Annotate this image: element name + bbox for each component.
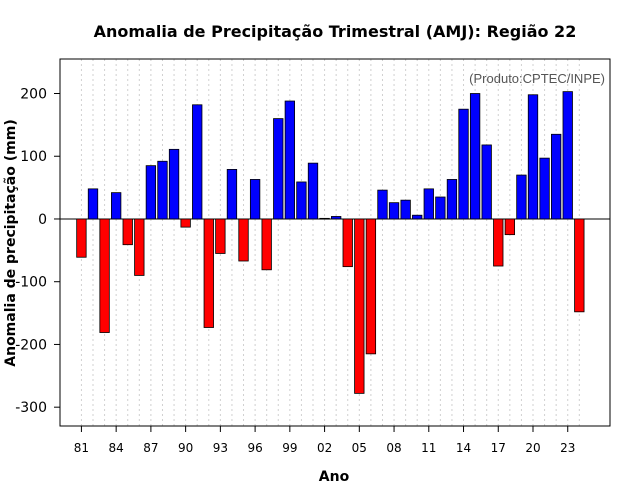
bar-2012 bbox=[435, 196, 446, 220]
bar-1982 bbox=[87, 188, 99, 220]
bar-2000 bbox=[296, 181, 307, 220]
bar-1995 bbox=[238, 218, 249, 262]
x-tick-label: 93 bbox=[213, 441, 228, 455]
x-axis: 81 84 87 90 93 96 99 02 05 08 11 14 17 20 23 bbox=[74, 426, 575, 455]
x-tick-label: 96 bbox=[247, 441, 262, 455]
bar-1996 bbox=[249, 179, 261, 220]
bar-2008 bbox=[388, 202, 400, 220]
bar-2011 bbox=[423, 188, 434, 220]
bar-1985 bbox=[122, 218, 133, 246]
bar-2021 bbox=[539, 157, 550, 220]
bar-1990 bbox=[180, 218, 191, 228]
x-tick-label: 87 bbox=[143, 441, 158, 455]
bar-1993 bbox=[215, 218, 226, 254]
bar-2007 bbox=[377, 189, 388, 220]
bar-1997 bbox=[261, 218, 272, 271]
bar-2004 bbox=[342, 218, 353, 268]
x-tick-label: 11 bbox=[421, 441, 436, 455]
y-axis-label: Anomalia de precipitação (mm) bbox=[3, 119, 19, 366]
bar-2005 bbox=[354, 218, 365, 394]
bar-1983 bbox=[99, 218, 110, 333]
chart-title: Anomalia de Precipitação Trimestral (AMJ… bbox=[94, 22, 577, 41]
y-tick-label: -100 bbox=[15, 275, 47, 291]
product-credit: (Produto:CPTEC/INPE) bbox=[469, 71, 605, 86]
bar-2018 bbox=[504, 218, 515, 236]
bar-1988 bbox=[157, 160, 168, 220]
bar-2001 bbox=[307, 162, 319, 220]
bars bbox=[76, 91, 585, 394]
bar-2014 bbox=[458, 108, 469, 220]
bar-2024 bbox=[574, 218, 585, 313]
x-tick-label: 05 bbox=[352, 441, 367, 455]
bar-1999 bbox=[284, 100, 295, 220]
x-tick-label: 02 bbox=[317, 441, 332, 455]
bar-2020 bbox=[527, 94, 539, 220]
x-tick-label: 14 bbox=[456, 441, 471, 455]
y-tick-label: -300 bbox=[15, 400, 47, 416]
x-tick-label: 90 bbox=[178, 441, 193, 455]
x-tick-label: 84 bbox=[109, 441, 124, 455]
y-axis: -300 -200 -100 0 100 200 bbox=[15, 87, 60, 416]
x-tick-label: 23 bbox=[560, 441, 575, 455]
bar-2016 bbox=[481, 144, 492, 220]
y-tick-label: 0 bbox=[38, 212, 47, 228]
bar-2019 bbox=[516, 174, 527, 220]
bar-2022 bbox=[551, 133, 562, 220]
bar-2015 bbox=[469, 93, 481, 220]
bar-2003 bbox=[331, 216, 342, 220]
bar-1991 bbox=[192, 104, 203, 220]
x-tick-label: 08 bbox=[386, 441, 401, 455]
bar-2023 bbox=[562, 91, 573, 220]
bar-1987 bbox=[145, 165, 157, 220]
x-tick-label: 20 bbox=[525, 441, 540, 455]
grid-lines bbox=[80, 59, 580, 426]
bar-2013 bbox=[446, 179, 458, 220]
plot-frame bbox=[59, 58, 611, 427]
y-tick-label: 100 bbox=[20, 149, 47, 165]
y-tick-label: 200 bbox=[20, 87, 47, 103]
bar-2017 bbox=[493, 218, 504, 267]
bar-1994 bbox=[226, 169, 238, 220]
bar-2006 bbox=[365, 218, 377, 355]
x-tick-label: 99 bbox=[282, 441, 297, 455]
bar-1981 bbox=[76, 218, 87, 258]
bar-1992 bbox=[203, 218, 214, 328]
bar-2010 bbox=[412, 214, 423, 220]
bar-1984 bbox=[111, 192, 122, 220]
bar-2002 bbox=[319, 217, 330, 220]
y-tick-label: -200 bbox=[15, 337, 47, 353]
x-tick-label: 17 bbox=[491, 441, 506, 455]
bar-1989 bbox=[168, 148, 180, 220]
bar-2009 bbox=[400, 199, 411, 220]
bar-1986 bbox=[134, 218, 145, 276]
bar-1998 bbox=[273, 118, 284, 220]
x-axis-label: Ano bbox=[319, 469, 350, 485]
x-tick-label: 81 bbox=[74, 441, 89, 455]
